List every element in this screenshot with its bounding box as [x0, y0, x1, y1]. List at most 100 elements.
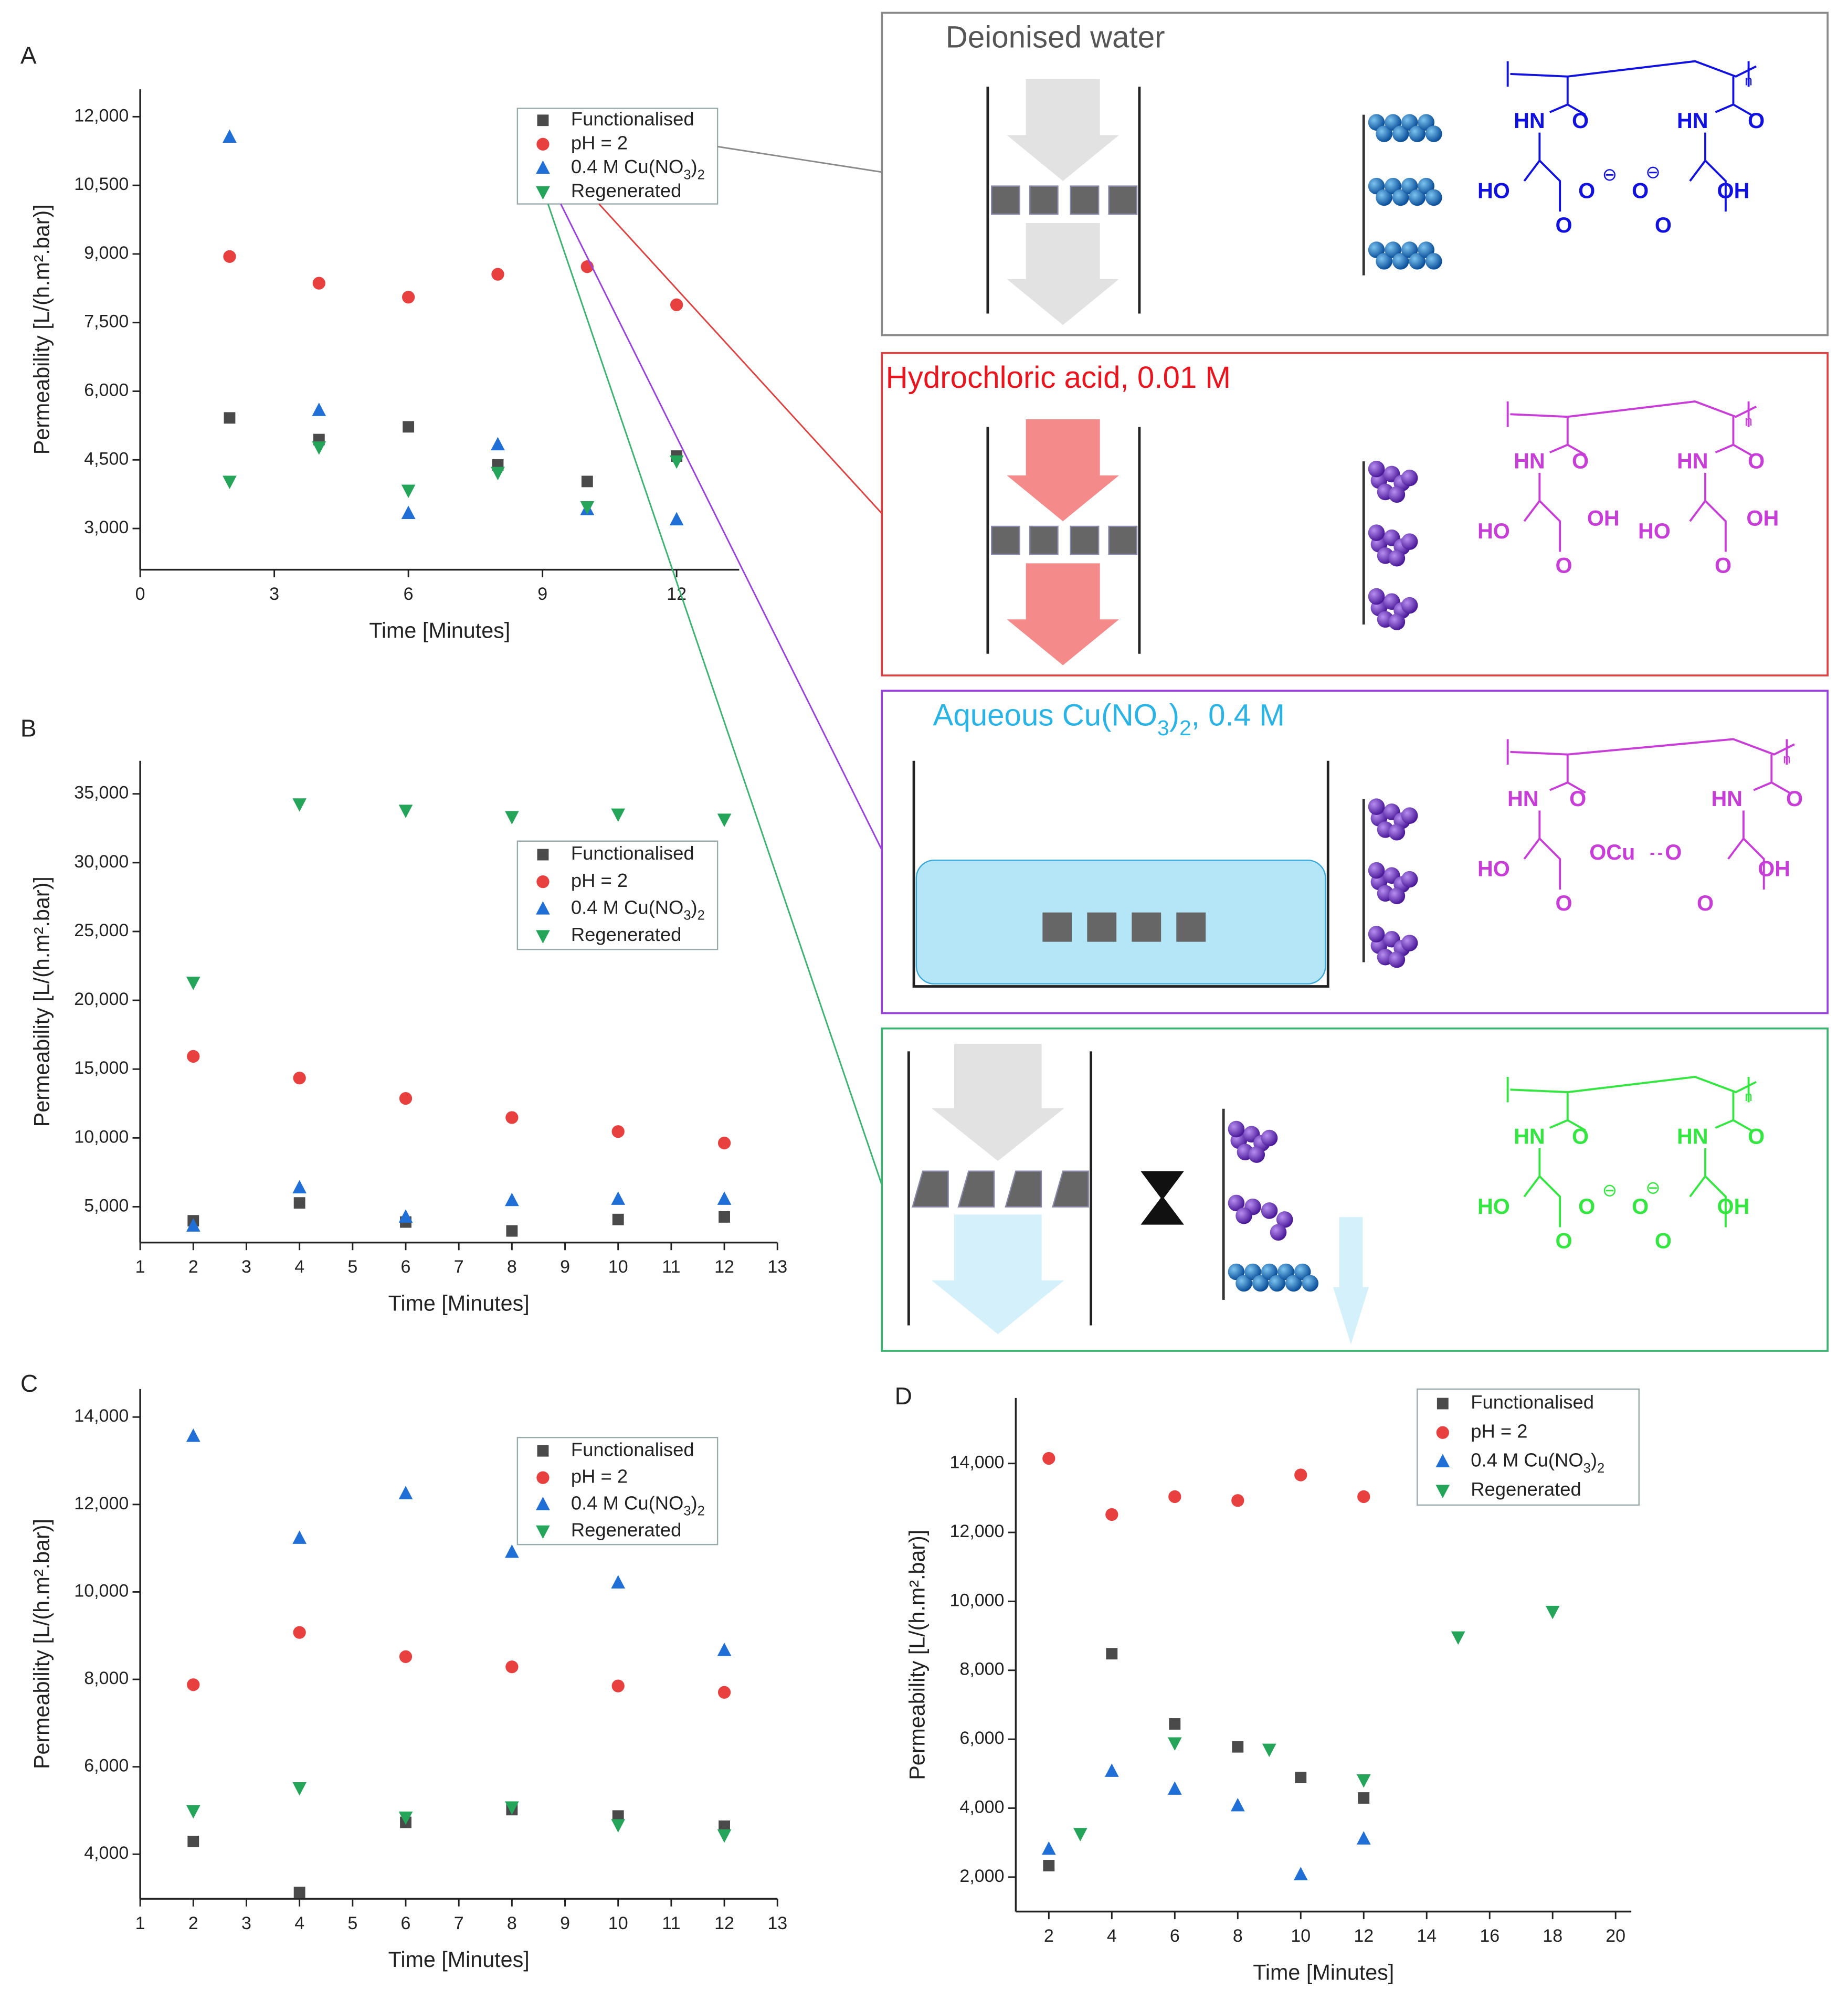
x-tick-label: 12: [1354, 1926, 1374, 1946]
marker: [505, 1801, 519, 1815]
x-tick-label: 1: [135, 1913, 145, 1933]
marker: [398, 805, 413, 818]
connector: [598, 203, 883, 514]
chem-label: ⊖: [1602, 1181, 1617, 1201]
legend-marker: [536, 137, 550, 151]
panel-title: Aqueous Cu(NO3)2, 0.4 M: [933, 698, 1284, 740]
membrane-piece: [1070, 185, 1100, 215]
membrane-piece: [1029, 525, 1059, 555]
marker: [223, 129, 237, 143]
membrane-piece: [957, 1170, 995, 1208]
x-tick-label: 11: [662, 1913, 680, 1933]
y-tick-label: 14,000: [74, 1406, 129, 1426]
marker: [1356, 1774, 1371, 1788]
particle: [1261, 1202, 1278, 1219]
chem-label: O: [1572, 109, 1589, 133]
y-axis-label: Permeability [L/(h.m².bar)]: [29, 876, 54, 1127]
bond: [1549, 754, 1569, 791]
membrane-piece: [990, 525, 1020, 555]
bond: [1704, 160, 1727, 212]
x-tick-label: 8: [1233, 1926, 1243, 1946]
marker: [399, 1650, 413, 1663]
legend-marker: [1437, 1398, 1449, 1410]
flow-arrow: [932, 1214, 1064, 1335]
marker: [611, 1819, 626, 1833]
marker: [581, 475, 593, 488]
membrane-piece: [1070, 525, 1100, 555]
legend-marker: [536, 1525, 550, 1539]
bond: [1733, 443, 1752, 456]
marker: [611, 808, 626, 822]
marker: [292, 798, 307, 812]
marker: [669, 455, 684, 469]
marker: [186, 1218, 200, 1232]
marker: [293, 1626, 306, 1639]
x-tick-label: 11: [662, 1257, 680, 1277]
chem-label: O: [1665, 840, 1682, 864]
marker: [293, 1197, 305, 1209]
marker: [1356, 1831, 1371, 1845]
particle: [1388, 951, 1406, 968]
chem-label: n: [1745, 73, 1752, 89]
marker: [399, 1092, 413, 1105]
chem-label: O: [1786, 787, 1803, 811]
legend-marker: [1436, 1426, 1449, 1439]
particle: [1285, 1275, 1302, 1292]
membrane-piece: [1132, 912, 1161, 942]
flow-arrow: [932, 1043, 1064, 1161]
particle: [1302, 1275, 1319, 1292]
particle: [1235, 1275, 1252, 1292]
marker: [293, 1887, 305, 1899]
marker: [611, 1679, 625, 1692]
marker: [187, 1050, 200, 1063]
particle: [1228, 1120, 1245, 1138]
chem-label: O: [1572, 449, 1589, 473]
marker: [506, 1225, 518, 1237]
bond: [1753, 754, 1773, 791]
chem-label: O: [1555, 891, 1572, 915]
particle: [1376, 125, 1392, 142]
x-tick-label: 8: [507, 1913, 517, 1933]
marker: [1104, 1763, 1119, 1777]
particle: [1401, 935, 1418, 951]
marker: [505, 1192, 519, 1206]
x-tick-label: 12: [714, 1913, 734, 1933]
chem-label: HO: [1477, 519, 1510, 543]
chem-label: O: [1655, 213, 1672, 237]
chem-label: HN: [1514, 109, 1545, 133]
chem-label: HN: [1507, 787, 1539, 811]
chem-label: O: [1569, 787, 1586, 811]
chem-label: ⊖: [1645, 162, 1660, 182]
solution: [915, 859, 1326, 985]
x-tick-label: 6: [404, 584, 414, 604]
connector: [547, 204, 883, 1186]
marker: [717, 1136, 731, 1150]
particle: [1409, 125, 1426, 142]
x-tick-label: 2: [188, 1913, 198, 1933]
marker: [223, 475, 237, 490]
membrane-piece: [1005, 1170, 1042, 1208]
marker: [1230, 1798, 1245, 1812]
x-tick-label: 2: [188, 1257, 198, 1277]
membrane-piece: [990, 185, 1020, 215]
x-tick-label: 16: [1480, 1926, 1499, 1946]
y-tick-label: 6,000: [84, 380, 129, 400]
panel-box: [881, 1027, 1829, 1352]
marker: [401, 484, 416, 499]
x-tick-label: 9: [560, 1913, 570, 1933]
marker: [1231, 1494, 1244, 1507]
marker: [1106, 1648, 1118, 1660]
marker: [186, 977, 200, 990]
marker: [1105, 1508, 1118, 1521]
y-tick-label: 7,500: [84, 312, 129, 332]
x-tick-label: 13: [767, 1913, 787, 1933]
x-tick-label: 4: [1107, 1926, 1117, 1946]
marker: [1042, 1452, 1055, 1465]
y-tick-label: 35,000: [74, 783, 129, 803]
x-tick-label: 18: [1543, 1926, 1562, 1946]
marker: [1168, 1490, 1181, 1504]
marker: [505, 1660, 519, 1674]
chem-label: O: [1632, 1194, 1649, 1219]
marker: [1073, 1828, 1087, 1841]
chem-label: O: [1748, 449, 1765, 473]
